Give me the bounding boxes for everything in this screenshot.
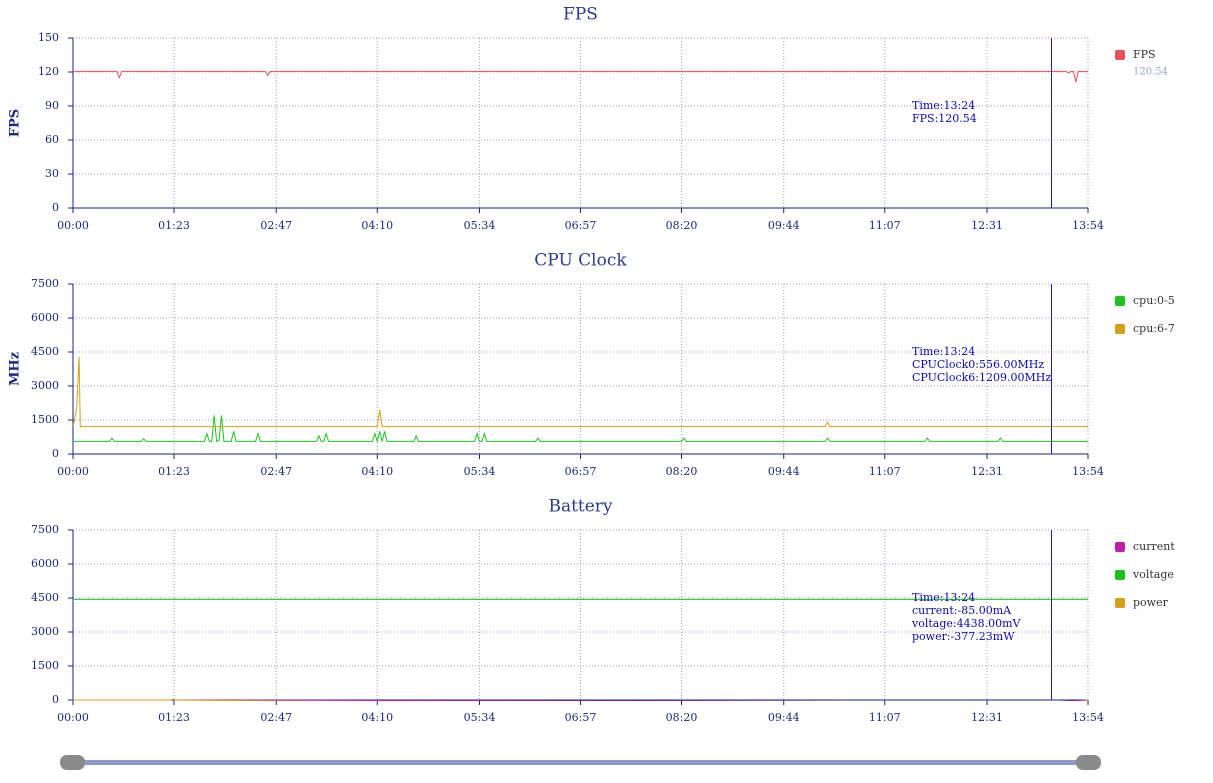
legend-marker <box>1115 50 1125 60</box>
x-tick-label: 00:00 <box>57 465 89 478</box>
tooltip-text: Time:13:24 <box>912 345 975 358</box>
x-tick-label: 09:44 <box>768 219 800 232</box>
y-tick-label: 0 <box>52 447 59 460</box>
y-tick-label: 4500 <box>31 591 59 604</box>
plot-area <box>73 356 1088 444</box>
x-tick-label: 05:34 <box>464 711 496 724</box>
y-tick-label: 0 <box>52 693 59 706</box>
x-tick-label: 13:54 <box>1072 465 1104 478</box>
legend-label: cpu:0-5 <box>1133 294 1175 307</box>
y-tick-label: 150 <box>38 31 59 44</box>
y-tick-label: 6000 <box>31 557 59 570</box>
x-tick-label: 04:10 <box>361 711 393 724</box>
x-tick-label: 04:10 <box>361 219 393 232</box>
tooltip-text: Time:13:24 <box>912 99 975 112</box>
y-tick-label: 0 <box>52 201 59 214</box>
x-tick-label: 01:23 <box>158 219 190 232</box>
x-tick-label: 00:00 <box>57 711 89 724</box>
y-tick-label: 4500 <box>31 345 59 358</box>
legend-label: voltage <box>1132 568 1174 581</box>
series-line <box>73 356 1088 428</box>
tooltip-text: CPUClock6:1209.00MHz <box>912 371 1051 384</box>
x-tick-label: 01:23 <box>158 465 190 478</box>
y-tick-label: 1500 <box>31 413 59 426</box>
x-tick-label: 01:23 <box>158 711 190 724</box>
tooltip-text: power:-377.23mW <box>912 630 1015 643</box>
x-tick-label: 02:47 <box>260 465 292 478</box>
x-tick-label: 06:57 <box>565 711 597 724</box>
x-tick-label: 04:10 <box>361 465 393 478</box>
legend-label: cpu:6-7 <box>1133 322 1175 335</box>
legend-label: FPS <box>1133 48 1156 61</box>
y-tick-label: 3000 <box>31 379 59 392</box>
legend-marker <box>1115 296 1125 306</box>
x-tick-label: 05:34 <box>464 219 496 232</box>
x-tick-label: 06:57 <box>565 465 597 478</box>
legend-label: power <box>1133 596 1169 609</box>
x-tick-label: 00:00 <box>57 219 89 232</box>
y-axis-label: FPS <box>8 109 23 137</box>
x-tick-label: 11:07 <box>869 219 901 232</box>
chart-title: Battery <box>548 497 612 517</box>
x-tick-label: 12:31 <box>971 711 1003 724</box>
range-slider[interactable] <box>60 755 1101 770</box>
slider-handle-left[interactable] <box>60 755 85 770</box>
x-tick-label: 05:34 <box>464 465 496 478</box>
legend-marker <box>1115 570 1125 580</box>
tooltip-text: Time:13:24 <box>912 591 975 604</box>
tooltip-text: voltage:4438.00mV <box>911 617 1022 630</box>
y-tick-label: 6000 <box>31 311 59 324</box>
y-tick-label: 60 <box>45 133 59 146</box>
legend-label: current <box>1133 540 1175 553</box>
tooltip-text: current:-85.00mA <box>912 604 1012 617</box>
x-tick-label: 09:44 <box>768 465 800 478</box>
series-line <box>73 698 1088 701</box>
legend-value: 120.54 <box>1133 67 1168 78</box>
legend-marker <box>1115 324 1125 334</box>
legend-marker <box>1115 542 1125 552</box>
x-tick-label: 11:07 <box>869 465 901 478</box>
y-tick-label: 90 <box>45 99 59 112</box>
slider-track[interactable] <box>73 760 1088 765</box>
slider-handle-right[interactable] <box>1076 755 1101 770</box>
chart-title: CPU Clock <box>534 251 627 271</box>
x-tick-label: 06:57 <box>565 219 597 232</box>
x-tick-label: 08:20 <box>666 711 698 724</box>
x-tick-label: 08:20 <box>666 465 698 478</box>
y-tick-label: 120 <box>38 65 59 78</box>
tooltip-text: FPS:120.54 <box>912 112 977 125</box>
x-tick-label: 02:47 <box>260 219 292 232</box>
x-tick-label: 09:44 <box>768 711 800 724</box>
x-tick-label: 11:07 <box>869 711 901 724</box>
y-tick-label: 7500 <box>31 277 59 290</box>
x-tick-label: 12:31 <box>971 219 1003 232</box>
plot-area <box>73 70 1088 83</box>
plot-area <box>73 598 1088 701</box>
x-tick-label: 13:54 <box>1072 711 1104 724</box>
x-tick-label: 13:54 <box>1072 219 1104 232</box>
x-tick-label: 02:47 <box>260 711 292 724</box>
series-line <box>73 415 1088 444</box>
chart-title: FPS <box>563 5 598 25</box>
x-tick-label: 08:20 <box>666 219 698 232</box>
y-tick-label: 1500 <box>31 659 59 672</box>
y-tick-label: 7500 <box>31 523 59 536</box>
y-tick-label: 3000 <box>31 625 59 638</box>
tooltip-text: CPUClock0:556.00MHz <box>912 358 1044 371</box>
x-tick-label: 12:31 <box>971 465 1003 478</box>
y-tick-label: 30 <box>45 167 59 180</box>
legend-marker <box>1115 598 1125 608</box>
series-line <box>73 70 1088 83</box>
y-axis-label: MHz <box>8 352 23 386</box>
